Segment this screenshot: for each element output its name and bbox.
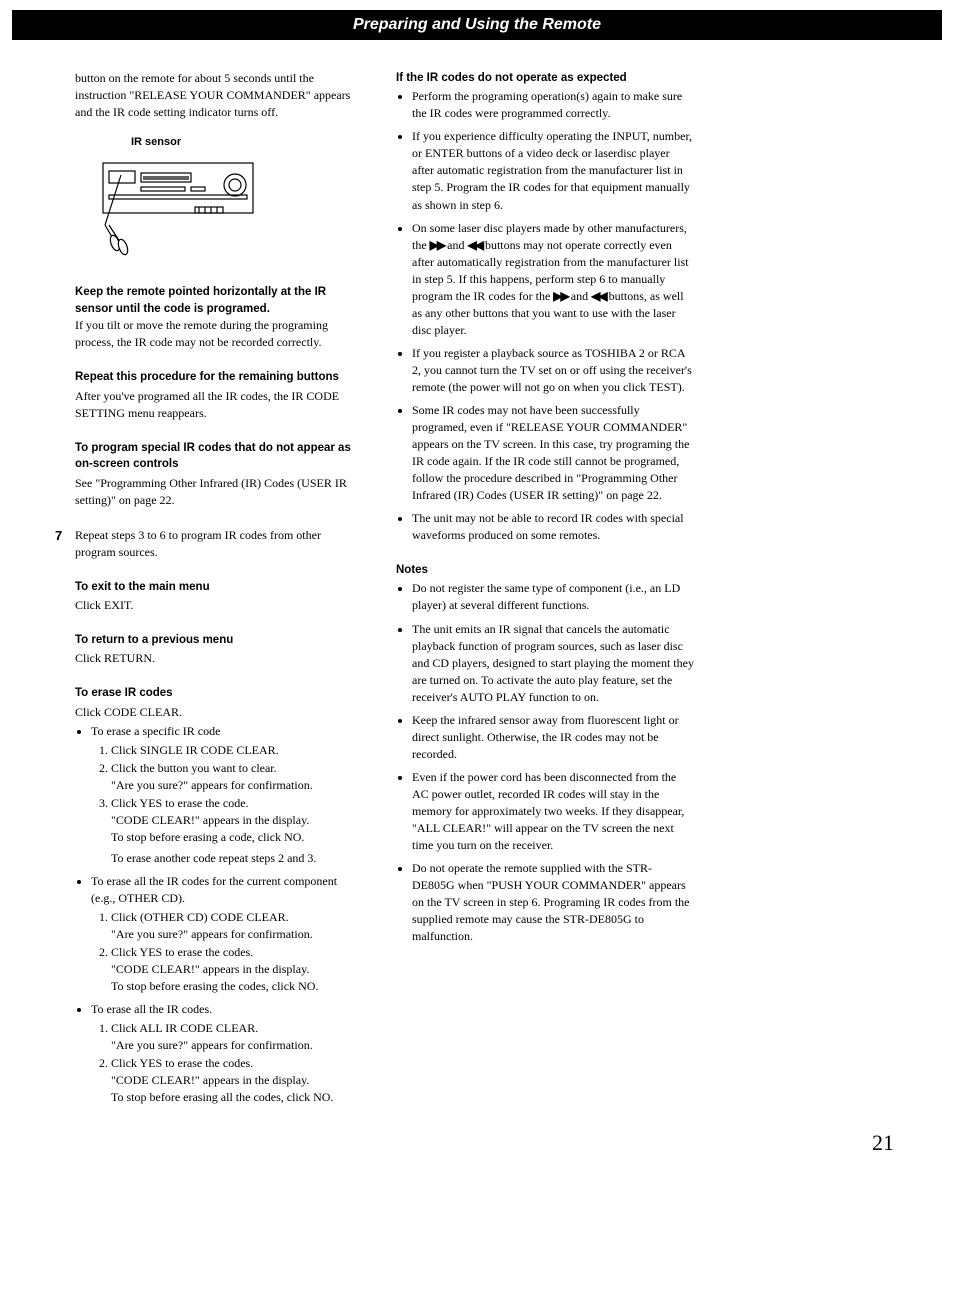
list-item: Click YES to erase the codes. "CODE CLEA… (111, 1055, 358, 1106)
text: and (568, 289, 591, 303)
list-item: The unit may not be able to record IR co… (412, 510, 694, 544)
right-column: If the IR codes do not operate as expect… (396, 70, 694, 1116)
list-item: Click SINGLE IR CODE CLEAR. (111, 742, 358, 759)
keep-pointed: Keep the remote pointed horizontally at … (75, 283, 358, 352)
list-item: If you experience difficulty operating t… (412, 128, 694, 213)
list-item: On some laser disc players made by other… (412, 220, 694, 339)
erase-repeat-note: To erase another code repeat steps 2 and… (91, 850, 358, 867)
erase-comp-steps: Click (OTHER CD) CODE CLEAR. "Are you su… (91, 909, 358, 995)
list-item: Do not operate the remote supplied with … (412, 860, 694, 945)
text: "CODE CLEAR!" appears in the display. (111, 813, 309, 827)
list-item: Some IR codes may not have been successf… (412, 402, 694, 504)
text: Click (OTHER CD) CODE CLEAR. (111, 910, 289, 924)
return-head: To return to a previous menu (75, 632, 358, 648)
step-body: Repeat steps 3 to 6 to program IR codes … (75, 527, 358, 561)
erase-all-text: To erase all the IR codes. (91, 1002, 212, 1016)
rew-icon: ◀◀ (591, 289, 605, 303)
list-item: The unit emits an IR signal that cancels… (412, 621, 694, 706)
repeat-procedure-body: After you've programed all the IR codes,… (75, 388, 358, 422)
text: and (444, 238, 467, 252)
keep-pointed-body: If you tilt or move the remote during th… (75, 318, 328, 349)
erase-all-comp-text: To erase all the IR codes for the curren… (91, 874, 337, 905)
text: "CODE CLEAR!" appears in the display. (111, 962, 309, 976)
erase-all-steps: Click ALL IR CODE CLEAR. "Are you sure?"… (91, 1020, 358, 1106)
list-item: If you register a playback source as TOS… (412, 345, 694, 396)
repeat-procedure-head: Repeat this procedure for the remaining … (75, 369, 358, 385)
list-item: Keep the infrared sensor away from fluor… (412, 712, 694, 763)
exit-head: To exit to the main menu (75, 579, 358, 595)
intro-paragraph: button on the remote for about 5 seconds… (75, 70, 358, 121)
list-item: Even if the power cord has been disconne… (412, 769, 694, 854)
erase-all-component-item: To erase all the IR codes for the curren… (91, 873, 358, 995)
manual-page: Preparing and Using the Remote button on… (0, 10, 954, 1316)
erase-specific-text: To erase a specific IR code (91, 724, 220, 738)
text: Click YES to erase the codes. (111, 1056, 253, 1070)
receiver-diagram (95, 155, 358, 265)
ffwd-icon: ▶▶ (430, 238, 444, 252)
left-column: button on the remote for about 5 seconds… (75, 70, 358, 1116)
erase-specific-item: To erase a specific IR code Click SINGLE… (91, 723, 358, 867)
text: Click YES to erase the codes. (111, 945, 253, 959)
text: Click ALL IR CODE CLEAR. (111, 1021, 258, 1035)
notes-list: Do not register the same type of compone… (396, 580, 694, 945)
keep-pointed-bold: Keep the remote pointed horizontally at … (75, 286, 326, 315)
text: "CODE CLEAR!" appears in the display. (111, 1073, 309, 1087)
list-item: Click YES to erase the codes. "CODE CLEA… (111, 944, 358, 995)
step-number: 7 (55, 527, 75, 545)
return-body: Click RETURN. (75, 650, 358, 667)
special-ir-head: To program special IR codes that do not … (75, 440, 358, 473)
erase-list: To erase a specific IR code Click SINGLE… (75, 723, 358, 1107)
ffwd-icon: ▶▶ (553, 289, 567, 303)
notes-head: Notes (396, 562, 694, 578)
two-column-content: button on the remote for about 5 seconds… (0, 40, 954, 1116)
if-codes-list: Perform the programing operation(s) agai… (396, 88, 694, 544)
erase-all-item: To erase all the IR codes. Click ALL IR … (91, 1001, 358, 1106)
list-item: Click the button you want to clear. "Are… (111, 760, 358, 794)
erase-specific-steps: Click SINGLE IR CODE CLEAR. Click the bu… (91, 742, 358, 846)
text: Click the button you want to clear. (111, 761, 277, 775)
text: "Are you sure?" appears for confirmation… (111, 1038, 313, 1052)
text: To stop before erasing a code, click NO. (111, 830, 304, 844)
exit-body: Click EXIT. (75, 597, 358, 614)
text: To stop before erasing all the codes, cl… (111, 1090, 333, 1104)
if-codes-head: If the IR codes do not operate as expect… (396, 70, 694, 86)
rew-icon: ◀◀ (467, 238, 481, 252)
list-item: Do not register the same type of compone… (412, 580, 694, 614)
list-item: Perform the programing operation(s) agai… (412, 88, 694, 122)
step-7: 7 Repeat steps 3 to 6 to program IR code… (75, 527, 358, 561)
list-item: Click YES to erase the code. "CODE CLEAR… (111, 795, 358, 846)
special-ir-body: See "Programming Other Infrared (IR) Cod… (75, 475, 358, 509)
page-number: 21 (872, 1130, 894, 1156)
list-item: Click (OTHER CD) CODE CLEAR. "Are you su… (111, 909, 358, 943)
ir-sensor-label: IR sensor (131, 135, 358, 151)
text: "Are you sure?" appears for confirmation… (111, 778, 313, 792)
section-header: Preparing and Using the Remote (12, 10, 942, 40)
list-item: Click ALL IR CODE CLEAR. "Are you sure?"… (111, 1020, 358, 1054)
erase-head: To erase IR codes (75, 685, 358, 701)
text: Click YES to erase the code. (111, 796, 249, 810)
text: To stop before erasing the codes, click … (111, 979, 318, 993)
text: "Are you sure?" appears for confirmation… (111, 927, 313, 941)
erase-body: Click CODE CLEAR. (75, 704, 358, 721)
